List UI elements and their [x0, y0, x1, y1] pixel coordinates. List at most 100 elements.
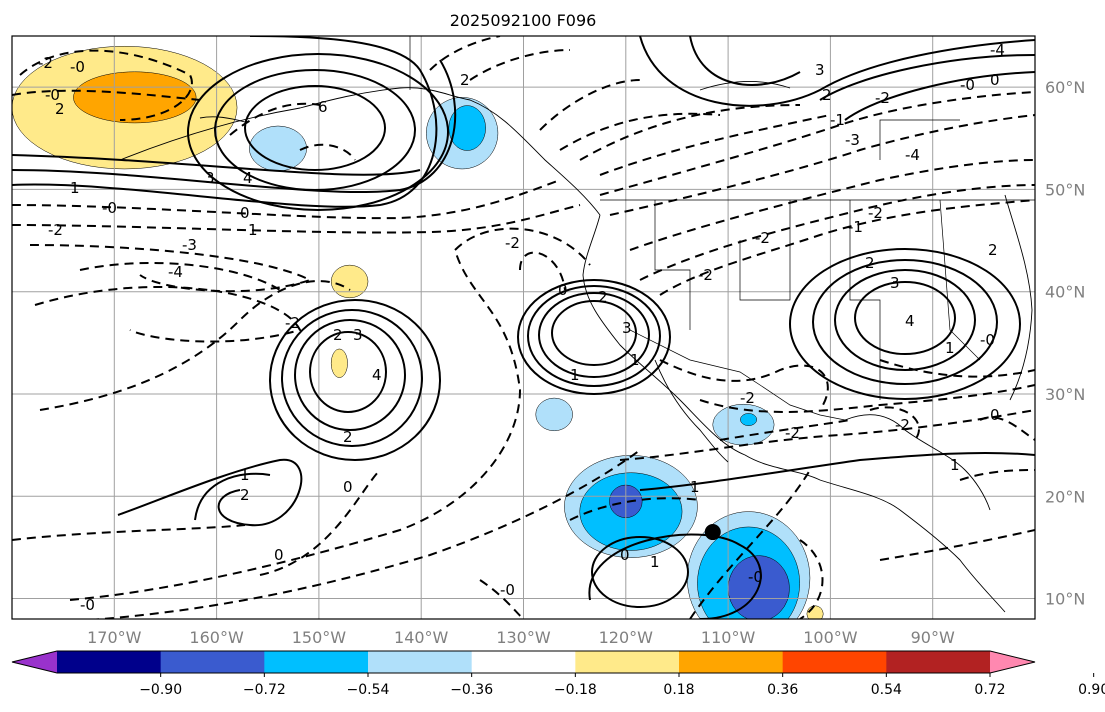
- lon-tick-label: 130°W: [496, 628, 551, 647]
- contour-label: 0: [240, 204, 250, 222]
- contour-label: -2: [38, 54, 53, 72]
- contour-label: -0: [102, 199, 117, 217]
- colorbar-cell: [160, 651, 265, 673]
- contour-label: 1: [950, 456, 960, 474]
- colorbar-tick-label: −0.36: [450, 682, 493, 698]
- contour-label: -0: [980, 331, 995, 349]
- contour-label: -2: [785, 424, 800, 442]
- colorbar-tick-label: 0.18: [663, 682, 694, 698]
- contour-label: -0: [960, 76, 975, 94]
- contour-label: -4: [168, 263, 183, 281]
- colorbar-cell: [782, 651, 887, 673]
- contour-label: 0: [620, 546, 630, 564]
- contour-label: -4: [905, 146, 920, 164]
- colorbar-tick-label: −0.18: [554, 682, 597, 698]
- contour-label: -0: [80, 596, 95, 614]
- contour-label: -1: [830, 111, 845, 129]
- contour-label: -3: [182, 236, 197, 254]
- contour-label: 2: [333, 326, 343, 344]
- colorbar-extend-low: [12, 651, 57, 673]
- contour-label: -2: [868, 204, 883, 222]
- contour-label: 4: [372, 366, 382, 384]
- contour-label: 0: [990, 71, 1000, 89]
- contour-label: 3: [815, 61, 825, 79]
- contour-label: 3: [890, 274, 900, 292]
- contour-label: 2: [822, 86, 832, 104]
- contour-label: -2: [505, 234, 520, 252]
- lon-tick-label: 90°W: [911, 628, 955, 647]
- lat-tick-label: 60°N: [1045, 78, 1085, 97]
- colorbar-tick-label: 0.54: [871, 682, 902, 698]
- contour-label: 6: [318, 98, 328, 116]
- lat-tick-label: 20°N: [1045, 487, 1085, 506]
- contour-label: 4: [243, 169, 253, 187]
- contour-label: 1: [240, 466, 250, 484]
- contour-label: -1: [848, 218, 863, 236]
- contour-label: 2: [865, 254, 875, 272]
- colorbar-tick-label: −0.72: [243, 682, 286, 698]
- lon-tick-label: 150°W: [292, 628, 347, 647]
- map-frame: [11, 35, 1036, 620]
- colorbar-cell: [368, 651, 473, 673]
- map-panel: 6 3 4 1 -0 -2 -3 -4 0 1 -2 -0 2 -0 2 -2 …: [11, 35, 1036, 620]
- contour-label: -2: [740, 389, 755, 407]
- longitude-tick-labels: 170°W 160°W 150°W 140°W 130°W 120°W 110°W 100°W…: [87, 628, 955, 647]
- figure-title: 2025092100 F096: [450, 11, 597, 30]
- contour-label: -4: [990, 41, 1005, 59]
- lon-tick-label: 100°W: [803, 628, 858, 647]
- contour-label: -2: [895, 416, 910, 434]
- solid-contours: [12, 36, 1035, 619]
- lon-tick-label: 160°W: [189, 628, 244, 647]
- shaded-region: [806, 605, 824, 619]
- contour-label: 1: [690, 478, 700, 496]
- contour-label: -2: [875, 89, 890, 107]
- contour-label: 2: [460, 71, 470, 89]
- contour-label: 2: [598, 288, 608, 306]
- colorbar-cell: [264, 651, 369, 673]
- lat-tick-label: 40°N: [1045, 283, 1085, 302]
- colorbar-tick-label: −0.54: [347, 682, 390, 698]
- contour-label: 1: [248, 221, 258, 239]
- shaded-region: [73, 71, 197, 124]
- contour-label: -2: [698, 266, 713, 284]
- lon-tick-label: 110°W: [701, 628, 756, 647]
- colorbar-cell: [57, 651, 162, 673]
- contour-label: 3: [353, 326, 363, 344]
- contour-labels: 6 3 4 1 -0 -2 -3 -4 0 1 -2 -0 2 -0 2 -2 …: [38, 41, 1005, 614]
- colorbar-tick-label: 0.90: [1078, 682, 1105, 698]
- lon-tick-label: 170°W: [87, 628, 142, 647]
- shaded-region: [330, 264, 369, 299]
- coastlines: [119, 81, 1033, 613]
- contour-label: 1: [650, 553, 660, 571]
- colorbar: −0.90 −0.72 −0.54 −0.36 −0.18 0.18 0.36 0.54 0.7…: [11, 650, 1105, 698]
- contour-label: 1: [70, 179, 80, 197]
- contour-label: -2: [48, 221, 63, 239]
- lat-tick-label: 30°N: [1045, 385, 1085, 404]
- lat-tick-label: 50°N: [1045, 180, 1085, 199]
- contour-label: -0: [45, 86, 60, 104]
- contour-label: 3: [622, 319, 632, 337]
- colorbar-tick-label: 0.36: [767, 682, 798, 698]
- colorbar-cell: [471, 651, 576, 673]
- lat-tick-label: 10°N: [1045, 590, 1085, 609]
- contour-label: 2: [343, 428, 353, 446]
- contour-label: -0: [70, 58, 85, 76]
- contour-label: 2: [240, 486, 250, 504]
- colorbar-extend-high: [990, 651, 1035, 673]
- colorbar-cells: [11, 650, 1036, 674]
- colorbar-cell: [679, 651, 784, 673]
- shaded-region: [740, 413, 757, 426]
- contour-label: 2: [55, 100, 65, 118]
- contour-label: -0: [500, 581, 515, 599]
- contour-label: 0: [558, 281, 568, 299]
- latitude-tick-labels: 10°N 20°N 30°N 40°N 50°N 60°N: [1045, 78, 1085, 608]
- location-marker: [704, 524, 721, 541]
- dashed-contours: [12, 36, 1035, 619]
- colorbar-outline: [11, 650, 1036, 674]
- contour-label: 1: [630, 351, 640, 369]
- contour-label: -2: [755, 229, 770, 247]
- contour-label: -3: [845, 131, 860, 149]
- contour-label: 1: [945, 339, 955, 357]
- colorbar-cell: [575, 651, 680, 673]
